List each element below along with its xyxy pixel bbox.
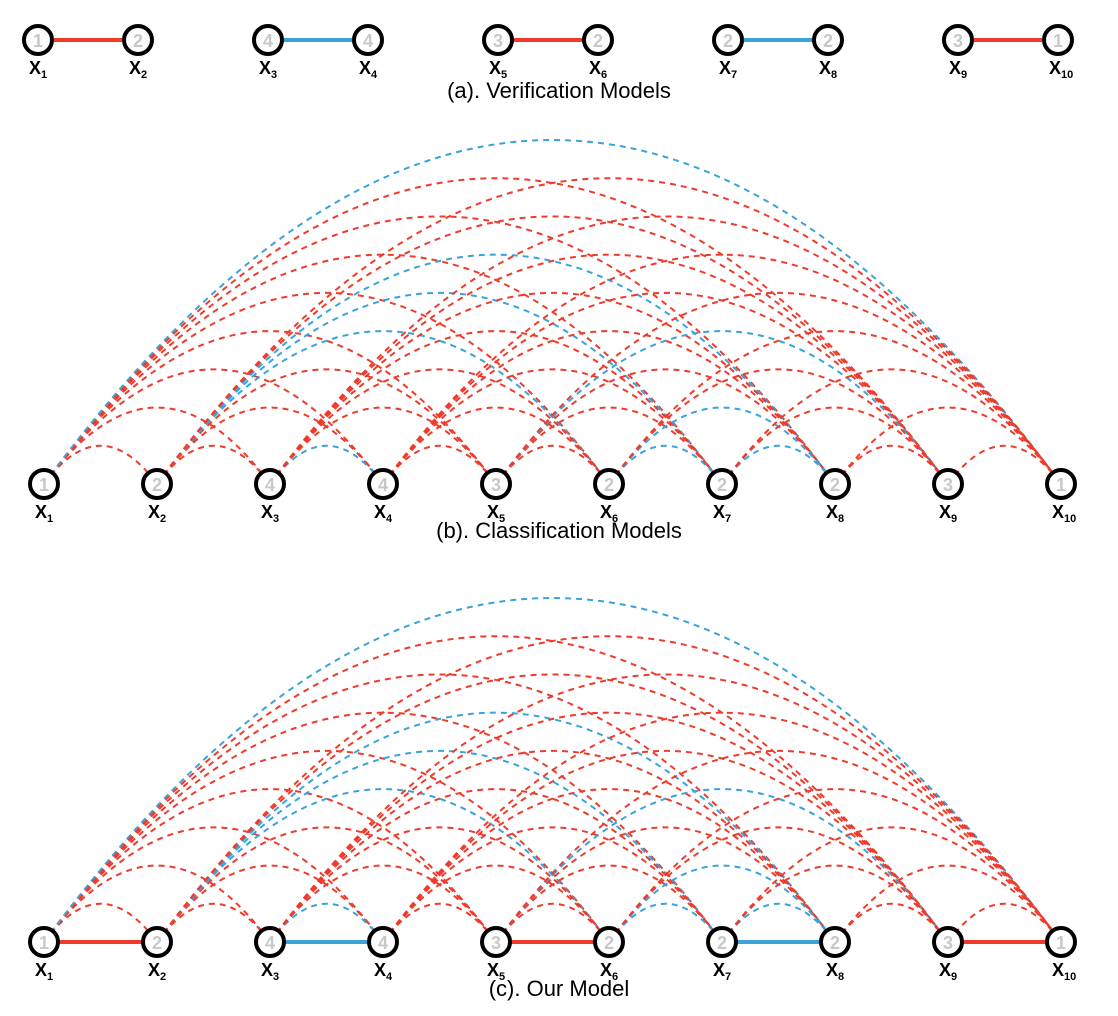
node-xlabel: X4 [359, 58, 378, 81]
node-xlabel: X4 [374, 502, 393, 525]
dashed-edge [383, 331, 835, 484]
node-value: 1 [1053, 31, 1063, 51]
node-xlabel: X9 [949, 58, 967, 81]
node-xlabel: X10 [1052, 960, 1076, 983]
diagram-svg: 1X12X24X34X43X52X62X72X83X91X10(a). Veri… [0, 0, 1118, 1016]
dashed-edge [44, 446, 157, 484]
dashed-edge [44, 904, 157, 942]
node-value: 3 [491, 475, 501, 495]
dashed-edge [157, 674, 948, 942]
dashed-edge [835, 446, 948, 484]
dashed-edge [270, 904, 383, 942]
node-value: 1 [33, 31, 43, 51]
node-value: 3 [491, 933, 501, 953]
node-xlabel: X4 [374, 960, 393, 983]
dashed-edge [609, 904, 722, 942]
node-xlabel: X7 [713, 960, 731, 983]
panel-caption: (c). Our Model [489, 976, 630, 1001]
node-xlabel: X8 [826, 502, 844, 525]
node-xlabel: X10 [1052, 502, 1076, 525]
dashed-edge [270, 331, 722, 484]
node-value: 3 [943, 475, 953, 495]
node-value: 1 [39, 475, 49, 495]
dashed-edge [157, 713, 835, 942]
node-value: 3 [943, 933, 953, 953]
node-value: 4 [363, 31, 373, 51]
node-value: 2 [604, 933, 614, 953]
dashed-edge [157, 331, 609, 484]
dashed-edge [157, 255, 835, 484]
node-value: 2 [717, 475, 727, 495]
dashed-edge [157, 446, 270, 484]
dashed-edge [44, 789, 496, 942]
node-value: 4 [378, 475, 388, 495]
dashed-edge [496, 446, 609, 484]
node-value: 2 [133, 31, 143, 51]
node-xlabel: X7 [719, 58, 737, 81]
dashed-edge [270, 713, 948, 942]
panel-caption: (a). Verification Models [447, 78, 671, 103]
node-xlabel: X3 [259, 58, 277, 81]
node-value: 2 [830, 933, 840, 953]
node-value: 2 [593, 31, 603, 51]
dashed-edge [44, 255, 722, 484]
dashed-edge [44, 216, 835, 484]
node-xlabel: X2 [129, 58, 147, 81]
node-value: 1 [1056, 933, 1066, 953]
node-value: 2 [152, 475, 162, 495]
dashed-edge [383, 446, 496, 484]
node-value: 1 [1056, 475, 1066, 495]
node-xlabel: X3 [261, 502, 279, 525]
dashed-edge [948, 904, 1061, 942]
dashed-edge [44, 674, 835, 942]
dashed-edge [383, 713, 1061, 942]
node-xlabel: X1 [35, 960, 53, 983]
node-xlabel: X9 [939, 960, 957, 983]
dashed-edge [722, 904, 835, 942]
node-value: 2 [604, 475, 614, 495]
dashed-edge [722, 446, 835, 484]
dashed-edge [270, 789, 722, 942]
node-xlabel: X3 [261, 960, 279, 983]
dashed-edge [609, 446, 722, 484]
node-xlabel: X2 [148, 960, 166, 983]
dashed-edge [383, 904, 496, 942]
dashed-edge [270, 216, 1061, 484]
node-xlabel: X8 [826, 960, 844, 983]
dashed-edge [157, 216, 948, 484]
node-xlabel: X1 [29, 58, 47, 81]
node-value: 3 [493, 31, 503, 51]
node-xlabel: X8 [819, 58, 837, 81]
node-value: 1 [39, 933, 49, 953]
node-value: 2 [823, 31, 833, 51]
node-value: 4 [265, 933, 275, 953]
dashed-edge [157, 789, 609, 942]
node-xlabel: X10 [1049, 58, 1073, 81]
node-value: 4 [265, 475, 275, 495]
node-xlabel: X7 [713, 502, 731, 525]
node-value: 4 [378, 933, 388, 953]
dashed-edge [44, 713, 722, 942]
dashed-edge [270, 674, 1061, 942]
dashed-edge [157, 904, 270, 942]
dashed-edge [496, 904, 609, 942]
node-value: 2 [723, 31, 733, 51]
panel-caption: (b). Classification Models [436, 518, 682, 543]
node-value: 2 [152, 933, 162, 953]
node-xlabel: X2 [148, 502, 166, 525]
dashed-edge [948, 446, 1061, 484]
node-xlabel: X9 [939, 502, 957, 525]
dashed-edge [383, 255, 1061, 484]
dashed-edge [270, 255, 948, 484]
node-xlabel: X1 [35, 502, 53, 525]
node-value: 2 [830, 475, 840, 495]
dashed-edge [835, 904, 948, 942]
node-value: 2 [717, 933, 727, 953]
node-value: 4 [263, 31, 273, 51]
dashed-edge [270, 446, 383, 484]
dashed-edge [44, 331, 496, 484]
dashed-edge [383, 789, 835, 942]
node-value: 3 [953, 31, 963, 51]
